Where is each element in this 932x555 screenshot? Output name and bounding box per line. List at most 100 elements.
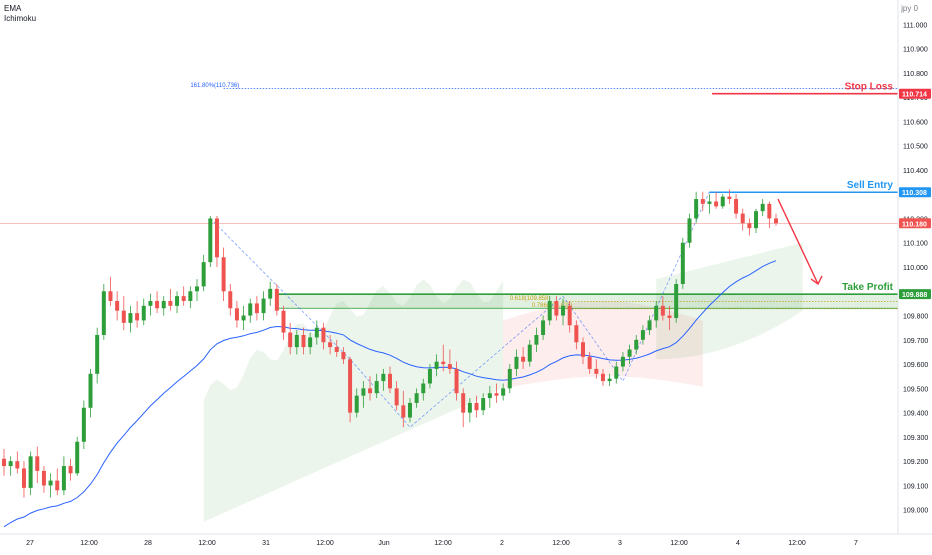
candle[interactable] [474, 395, 479, 418]
candle[interactable] [594, 359, 599, 379]
candle[interactable] [587, 351, 592, 374]
candle[interactable] [214, 216, 219, 267]
candle[interactable] [175, 291, 180, 314]
candle[interactable] [660, 296, 665, 321]
candle[interactable] [414, 388, 419, 408]
candle[interactable] [640, 325, 645, 345]
candle[interactable] [181, 286, 186, 306]
candle[interactable] [381, 368, 386, 391]
candle[interactable] [654, 300, 659, 328]
candle[interactable] [201, 254, 206, 292]
candle[interactable] [101, 283, 106, 340]
candle[interactable] [281, 305, 286, 340]
candle[interactable] [254, 296, 259, 321]
candle[interactable] [274, 283, 279, 316]
candle[interactable] [334, 339, 339, 357]
candle[interactable] [148, 293, 153, 316]
candle[interactable] [421, 378, 426, 401]
candle[interactable] [68, 458, 73, 481]
candle[interactable] [760, 199, 765, 217]
candle[interactable] [348, 356, 353, 423]
candle[interactable] [754, 208, 759, 234]
legend-ichimoku[interactable]: Ichimoku [4, 14, 37, 23]
candle[interactable] [441, 344, 446, 372]
candle[interactable] [407, 398, 412, 423]
candle[interactable] [354, 388, 359, 418]
legend-ema[interactable]: EMA [4, 4, 22, 13]
candle[interactable] [680, 237, 685, 289]
candle[interactable] [514, 349, 519, 377]
candle[interactable] [461, 388, 466, 428]
candle[interactable] [394, 381, 399, 411]
candle[interactable] [95, 327, 100, 384]
candle[interactable] [494, 383, 499, 403]
candle[interactable] [487, 385, 492, 408]
candle[interactable] [714, 191, 719, 209]
candle[interactable] [740, 208, 745, 231]
candle[interactable] [734, 194, 739, 219]
candle[interactable] [21, 461, 26, 498]
candle[interactable] [321, 322, 326, 350]
candle[interactable] [694, 191, 699, 224]
candle[interactable] [161, 296, 166, 316]
candle[interactable] [135, 300, 140, 328]
candle[interactable] [288, 322, 293, 355]
candle[interactable] [75, 436, 80, 476]
candle[interactable] [700, 191, 705, 212]
candle[interactable] [2, 449, 6, 476]
candle[interactable] [454, 361, 459, 401]
candle[interactable] [547, 296, 552, 326]
candle[interactable] [234, 300, 239, 328]
candle[interactable] [481, 393, 486, 416]
candle[interactable] [401, 390, 406, 428]
candle[interactable] [228, 283, 233, 316]
candle[interactable] [554, 296, 559, 321]
candle[interactable] [527, 339, 532, 367]
candle[interactable] [374, 373, 379, 399]
candle[interactable] [55, 468, 60, 496]
candle[interactable] [720, 194, 725, 209]
candle[interactable] [268, 281, 273, 306]
candle[interactable] [294, 330, 299, 355]
candle[interactable] [607, 373, 612, 386]
candle[interactable] [155, 291, 160, 314]
candle[interactable] [774, 213, 778, 226]
candle[interactable] [221, 247, 226, 301]
candle[interactable] [447, 349, 452, 374]
candle[interactable] [627, 344, 632, 365]
candle[interactable] [581, 337, 585, 365]
candle[interactable] [248, 298, 253, 323]
candle[interactable] [600, 368, 605, 386]
candle[interactable] [15, 451, 20, 474]
candle[interactable] [614, 361, 619, 384]
candle[interactable] [8, 456, 13, 476]
candle[interactable] [687, 213, 692, 248]
candle[interactable] [88, 368, 93, 418]
candle[interactable] [647, 315, 652, 335]
candle[interactable] [467, 398, 472, 423]
candle[interactable] [747, 218, 752, 236]
candle[interactable] [427, 364, 432, 389]
candle[interactable] [188, 286, 193, 309]
candle[interactable] [767, 201, 772, 229]
candle[interactable] [61, 456, 66, 496]
candle[interactable] [507, 364, 512, 394]
candle[interactable] [567, 300, 572, 333]
candle[interactable] [48, 473, 53, 498]
candle[interactable] [541, 315, 546, 340]
candle[interactable] [195, 279, 199, 301]
candle[interactable] [121, 296, 126, 331]
candle[interactable] [261, 291, 266, 321]
candle[interactable] [308, 332, 313, 355]
candle[interactable] [620, 351, 625, 372]
candle[interactable] [534, 327, 539, 352]
candle[interactable] [35, 446, 40, 484]
candle[interactable] [667, 305, 672, 331]
candle[interactable] [208, 216, 213, 267]
candle[interactable] [727, 189, 732, 204]
candle[interactable] [634, 334, 639, 355]
candle[interactable] [521, 347, 526, 369]
candle[interactable] [301, 327, 306, 355]
